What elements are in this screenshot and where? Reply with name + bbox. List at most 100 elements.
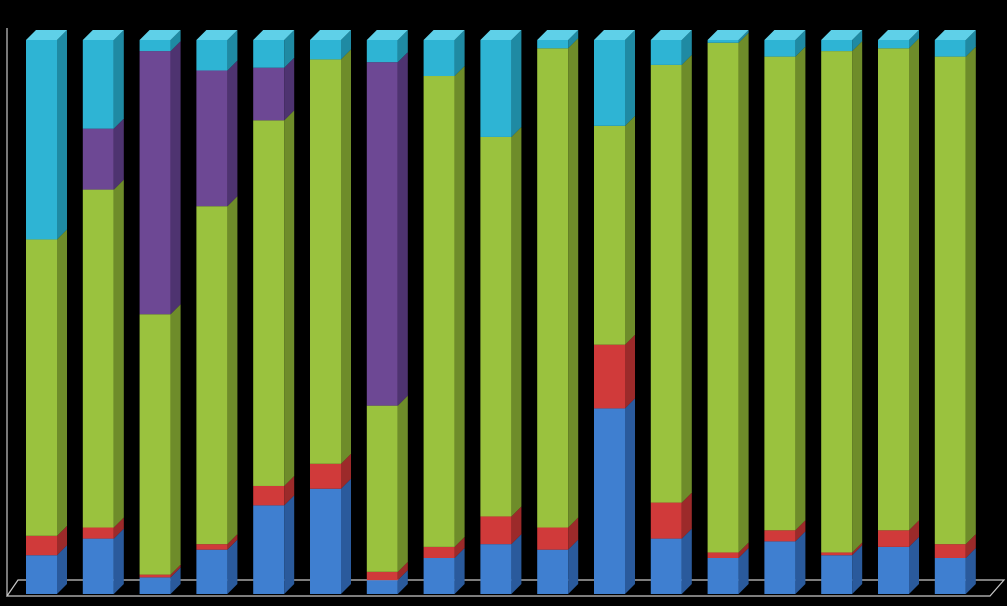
bar-side: [227, 539, 238, 594]
bar-segment: [707, 32, 749, 553]
bar-segment: [139, 30, 181, 52]
bar-stack: [480, 30, 522, 594]
bar-segment: [26, 30, 67, 240]
bar-side: [511, 30, 522, 137]
bar-front: [423, 557, 455, 594]
bar-segment: [82, 30, 124, 129]
bar-top: [139, 30, 181, 40]
bar-side: [625, 115, 635, 345]
bar-segment: [366, 395, 408, 572]
bar-front: [764, 40, 796, 57]
bar-segment: [537, 517, 579, 550]
bar-segment: [310, 478, 351, 594]
bar-side: [397, 30, 408, 63]
bar-side: [341, 453, 351, 489]
bar-stack: [139, 30, 181, 594]
bar-front: [594, 408, 625, 594]
bar-side: [511, 506, 522, 545]
bar-side: [568, 30, 579, 49]
chart-floor: [5, 579, 1006, 597]
bar-side: [965, 534, 976, 558]
bar-segment: [480, 506, 522, 545]
bar-front: [196, 206, 228, 545]
bar-segment: [26, 229, 67, 536]
bar-segment: [650, 30, 692, 65]
bar-front: [764, 56, 796, 531]
bar-front: [26, 239, 57, 536]
bar-side: [681, 492, 692, 539]
bar-front: [821, 555, 853, 594]
bar-side: [284, 110, 295, 486]
bar-segment: [934, 30, 976, 57]
bar-front: [537, 40, 569, 49]
bar-segment: [82, 528, 124, 594]
bar-front: [139, 314, 171, 575]
bar-segment: [423, 66, 465, 547]
bar-side: [681, 30, 692, 65]
bar-front: [650, 538, 682, 594]
bar-side: [681, 54, 692, 503]
bar-side: [284, 30, 295, 68]
bar-front: [310, 59, 341, 464]
bar-front: [423, 40, 455, 77]
bar-front: [821, 51, 853, 553]
bar-top: [26, 30, 67, 40]
bar-segment: [594, 30, 635, 126]
bar-segment: [878, 520, 919, 547]
bar-stack: [423, 30, 465, 594]
bar-top: [707, 30, 749, 40]
bar-top: [366, 30, 408, 40]
bar-segment: [196, 30, 238, 71]
bar-segment: [764, 520, 806, 542]
bar-segment: [26, 545, 67, 594]
bar-top: [878, 30, 919, 40]
bar-segment: [594, 115, 635, 345]
bar-front: [310, 488, 341, 594]
bar-front: [821, 552, 853, 556]
bar-side: [284, 475, 295, 506]
bar-front: [707, 557, 739, 594]
bar-front: [310, 463, 341, 489]
bar-stack: [26, 30, 67, 594]
bar-stack: [650, 30, 692, 594]
bar-segment: [423, 547, 465, 594]
bar-side: [113, 517, 124, 539]
bar-segment: [821, 41, 863, 553]
bar-stack: [366, 30, 408, 594]
bar-stack: [764, 30, 806, 594]
bar-side: [113, 30, 124, 129]
bar-side: [170, 30, 181, 52]
bar-side: [113, 118, 124, 190]
bar-segment: [480, 30, 522, 137]
bar-side: [625, 30, 635, 126]
bar-stack: [934, 30, 976, 594]
bar-side: [909, 536, 919, 594]
bar-front: [139, 40, 171, 52]
bar-side: [795, 46, 806, 531]
bar-side: [227, 30, 238, 71]
bar-side: [113, 528, 124, 594]
bar-front: [878, 530, 909, 547]
bar-side: [681, 528, 692, 594]
bar-segment: [139, 567, 181, 594]
bar-segment: [878, 30, 919, 49]
bar-top: [423, 30, 465, 40]
bar-side: [57, 229, 67, 536]
bar-front: [480, 40, 512, 137]
bar-side: [965, 547, 976, 594]
bar-top: [537, 30, 579, 40]
bar-front: [82, 527, 114, 539]
bar-segment: [480, 534, 522, 594]
bar-side: [852, 542, 863, 556]
bar-side: [738, 32, 749, 553]
bar-segment: [423, 536, 465, 558]
bar-side: [454, 30, 465, 77]
bar-stack: [253, 30, 295, 594]
bar-front: [253, 67, 285, 121]
bar-segment: [821, 542, 863, 556]
bar-front: [253, 120, 285, 486]
bar-front: [139, 574, 171, 578]
bar-side: [57, 545, 67, 594]
bar-segment: [196, 196, 238, 545]
